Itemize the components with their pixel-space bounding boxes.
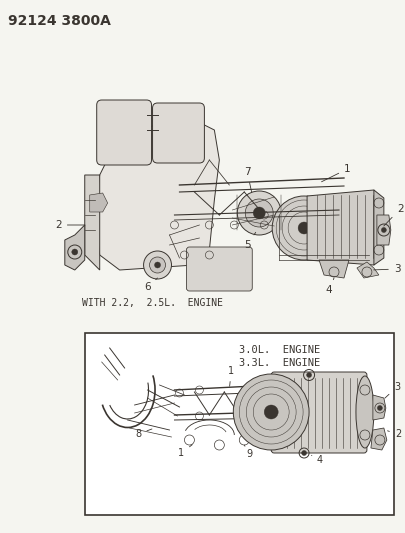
Circle shape bbox=[253, 207, 265, 219]
Text: WITH 2.2,  2.5L.  ENGINE: WITH 2.2, 2.5L. ENGINE bbox=[82, 298, 223, 308]
Text: 8: 8 bbox=[135, 429, 152, 439]
Text: 5: 5 bbox=[244, 232, 256, 250]
Circle shape bbox=[302, 450, 307, 456]
Text: 3.0L.  ENGINE: 3.0L. ENGINE bbox=[239, 345, 320, 355]
Text: 2: 2 bbox=[384, 204, 403, 226]
Text: 92124 3800A: 92124 3800A bbox=[8, 14, 111, 28]
Circle shape bbox=[155, 262, 160, 268]
Circle shape bbox=[245, 199, 273, 227]
Polygon shape bbox=[373, 395, 386, 420]
Circle shape bbox=[377, 406, 382, 410]
Circle shape bbox=[298, 222, 310, 234]
Polygon shape bbox=[371, 428, 387, 450]
Polygon shape bbox=[90, 193, 108, 212]
Text: 7: 7 bbox=[244, 167, 252, 192]
Circle shape bbox=[382, 228, 386, 232]
Text: 2: 2 bbox=[388, 429, 401, 439]
Polygon shape bbox=[65, 225, 85, 270]
Circle shape bbox=[307, 373, 311, 377]
Text: 2: 2 bbox=[55, 220, 85, 230]
FancyBboxPatch shape bbox=[271, 372, 367, 453]
Polygon shape bbox=[307, 190, 379, 265]
Text: 9: 9 bbox=[244, 445, 252, 459]
Polygon shape bbox=[85, 175, 100, 270]
Text: 6: 6 bbox=[144, 278, 158, 292]
Text: 1: 1 bbox=[228, 366, 234, 386]
Text: 4: 4 bbox=[326, 278, 334, 295]
Polygon shape bbox=[374, 190, 384, 265]
Circle shape bbox=[149, 257, 166, 273]
Ellipse shape bbox=[356, 376, 374, 448]
FancyBboxPatch shape bbox=[97, 100, 151, 165]
FancyBboxPatch shape bbox=[186, 247, 252, 291]
Polygon shape bbox=[95, 120, 220, 270]
Circle shape bbox=[233, 374, 309, 450]
Polygon shape bbox=[319, 260, 349, 278]
Polygon shape bbox=[377, 215, 391, 245]
Text: 3: 3 bbox=[385, 382, 400, 398]
Bar bbox=[85, 333, 394, 515]
Circle shape bbox=[264, 405, 278, 419]
Text: 4: 4 bbox=[311, 455, 323, 465]
FancyBboxPatch shape bbox=[153, 103, 205, 163]
Circle shape bbox=[237, 191, 281, 235]
Circle shape bbox=[72, 249, 78, 255]
Text: 1: 1 bbox=[322, 164, 351, 182]
Text: 3: 3 bbox=[374, 264, 401, 274]
Text: 3.3L.  ENGINE: 3.3L. ENGINE bbox=[239, 358, 320, 368]
Circle shape bbox=[272, 196, 336, 260]
Circle shape bbox=[144, 251, 171, 279]
Polygon shape bbox=[357, 262, 379, 278]
Text: 1: 1 bbox=[178, 445, 192, 458]
